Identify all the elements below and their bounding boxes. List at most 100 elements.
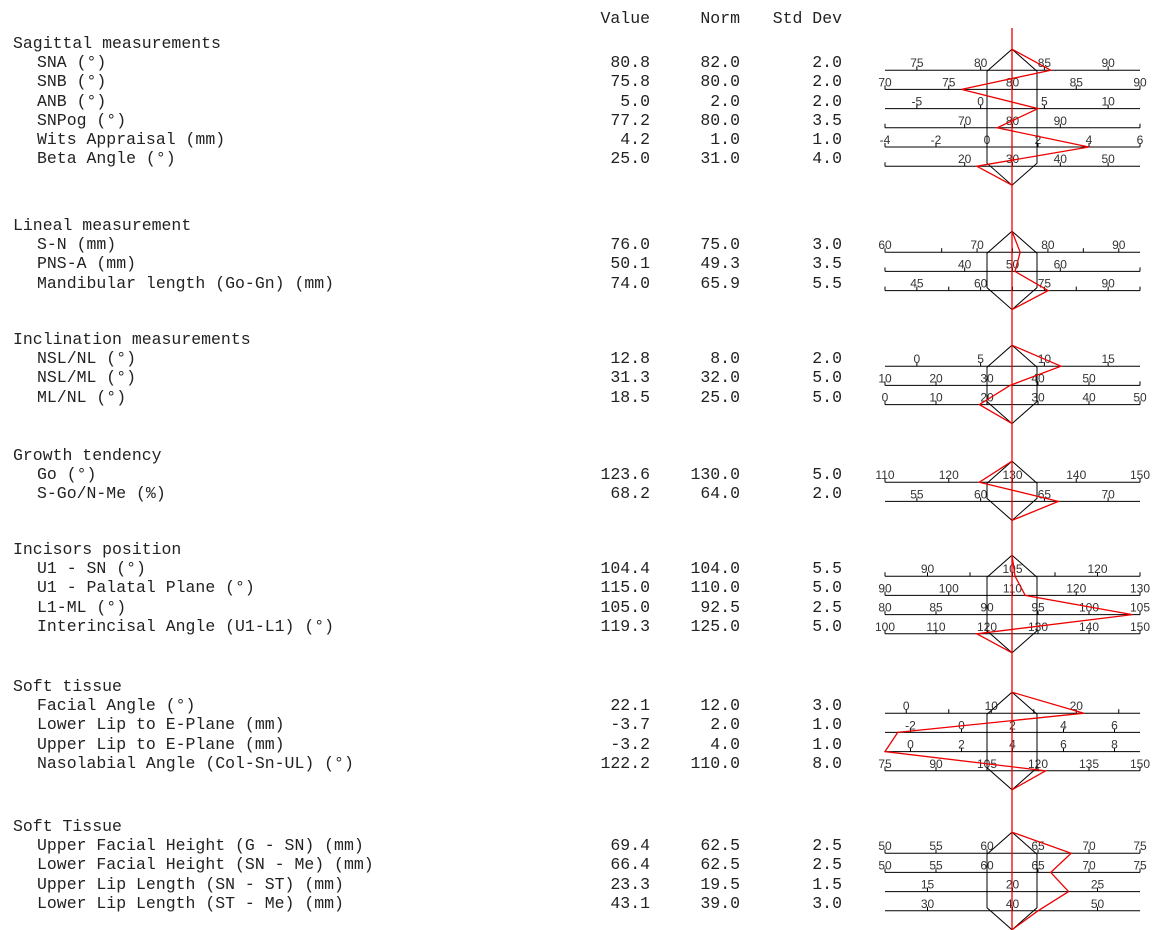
scale-tick-label: 10	[985, 699, 999, 713]
scale-tick-label: 20	[929, 371, 943, 385]
scale-tick-label: 65	[1031, 858, 1045, 872]
scale-tick-label: 90	[1101, 56, 1115, 70]
measurement-label: S-Go/N-Me (%)	[37, 484, 166, 504]
scale-tick-label: 75	[942, 75, 956, 89]
scale-tick-label: 5	[1041, 95, 1048, 109]
measurement-label: Upper Facial Height (G - SN) (mm)	[37, 836, 364, 856]
measurement-std-dev: 4.0	[812, 149, 842, 169]
scale-tick-label: 0	[882, 391, 889, 405]
measurement-std-dev: 1.0	[812, 715, 842, 735]
measurement-label: U1 - Palatal Plane (°)	[37, 578, 255, 598]
scale-tick-label: 75	[878, 757, 892, 771]
measurement-norm: 75.0	[700, 235, 740, 255]
measurement-label: Upper Lip to E-Plane (mm)	[37, 734, 285, 754]
measurement-label: Beta Angle (°)	[37, 149, 176, 169]
scale-tick-label: -4	[880, 133, 891, 147]
scale-tick-label: 50	[1101, 152, 1115, 166]
scale-tick-label: 0	[903, 699, 910, 713]
measurement-value: 76.0	[610, 235, 650, 255]
scale-tick-label: 90	[1112, 238, 1126, 252]
scale-tick-label: 60	[1054, 257, 1068, 271]
patient-profile-line	[977, 460, 1061, 522]
measurement-norm: 80.0	[700, 72, 740, 92]
measurement-std-dev: 5.0	[812, 387, 842, 407]
measurement-std-dev: 1.5	[812, 874, 842, 894]
scale-tick-label: 120	[1028, 757, 1048, 771]
measurement-std-dev: 2.0	[812, 484, 842, 504]
scale-tick-label: 140	[1079, 620, 1099, 634]
patient-profile-line	[883, 691, 1085, 791]
measurement-value: 23.3	[610, 874, 650, 894]
scale-tick-label: 45	[910, 277, 924, 291]
scale-tick-label: 0	[977, 95, 984, 109]
patient-profile-line	[978, 344, 1063, 425]
measurement-value: 75.8	[610, 72, 650, 92]
scale-tick-label: 40	[958, 257, 972, 271]
patient-profile-line	[974, 555, 1133, 654]
measurement-label: PNS-A (mm)	[37, 254, 137, 274]
scale-tick-label: 55	[910, 487, 924, 501]
scale-tick-label: 25	[1091, 878, 1105, 892]
measurement-norm: 12.0	[700, 696, 740, 716]
scale-tick-label: 60	[878, 238, 892, 252]
measurement-std-dev: 2.5	[812, 855, 842, 875]
measurement-label: Lower Lip Length (ST - Me) (mm)	[37, 893, 344, 913]
section-title: Incisors position	[13, 540, 182, 559]
measurement-std-dev: 2.5	[812, 836, 842, 856]
measurement-norm: 4.0	[710, 734, 740, 754]
measurement-norm: 82.0	[700, 53, 740, 73]
scale-tick-label: 2	[1009, 718, 1016, 732]
scale-tick-label: 50	[878, 839, 892, 853]
measurement-value: 122.2	[600, 753, 650, 773]
measurement-std-dev: 5.0	[812, 578, 842, 598]
measurement-norm: 110.0	[690, 753, 740, 773]
measurement-value: 69.4	[610, 836, 650, 856]
measurement-value: 50.1	[610, 254, 650, 274]
scale-tick-label: 100	[875, 620, 895, 634]
scale-tick-label: 70	[970, 238, 984, 252]
scale-tick-label: 90	[1054, 114, 1068, 128]
measurement-value: 18.5	[610, 387, 650, 407]
measurement-value: 66.4	[610, 855, 650, 875]
measurement-value: 22.1	[610, 696, 650, 716]
measurement-label: U1 - SN (°)	[37, 559, 146, 579]
scale-tick-label: 6	[1111, 718, 1118, 732]
column-header-value: Value	[600, 9, 650, 28]
measurement-norm: 19.5	[700, 874, 740, 894]
measurement-value: 4.2	[620, 130, 650, 149]
measurement-std-dev: 2.5	[812, 597, 842, 617]
scale-tick-label: 120	[1087, 562, 1107, 576]
scale-tick-label: 15	[1101, 352, 1115, 366]
scale-tick-label: 70	[958, 114, 972, 128]
scale-tick-label: 90	[921, 562, 935, 576]
measurement-value: 25.0	[610, 149, 650, 169]
scale-tick-label: -2	[905, 718, 916, 732]
measurement-std-dev: 5.5	[812, 559, 842, 579]
scale-tick-label: 110	[926, 620, 945, 634]
scale-tick-label: 120	[1066, 581, 1086, 595]
measurement-std-dev: 5.0	[812, 368, 842, 388]
scale-tick-label: 4	[1060, 718, 1067, 732]
measurement-norm: 92.5	[700, 597, 740, 617]
scale-tick-label: 65	[1038, 487, 1052, 501]
section-title: Growth tendency	[13, 446, 162, 465]
scale-tick-label: -5	[912, 95, 923, 109]
measurement-value: 77.2	[610, 110, 650, 130]
measurement-label: SNB (°)	[37, 72, 107, 92]
patient-profile-line	[1011, 831, 1073, 930]
scale-tick-label: 40	[1006, 897, 1020, 911]
measurement-value: 12.8	[610, 349, 650, 369]
measurement-std-dev: 3.5	[812, 110, 842, 130]
measurement-value: 123.6	[600, 465, 650, 485]
measurement-value: -3.2	[610, 734, 650, 754]
scale-tick-label: 10	[1101, 95, 1115, 109]
measurement-label: NSL/ML (°)	[37, 368, 137, 388]
scale-tick-label: 70	[1082, 839, 1096, 853]
measurement-std-dev: 5.0	[812, 465, 842, 485]
measurement-norm: 125.0	[690, 616, 740, 636]
measurement-value: 5.0	[620, 91, 650, 111]
scale-tick-label: 20	[958, 152, 972, 166]
scale-tick-label: 0	[907, 738, 914, 752]
scale-tick-label: 85	[1038, 56, 1052, 70]
